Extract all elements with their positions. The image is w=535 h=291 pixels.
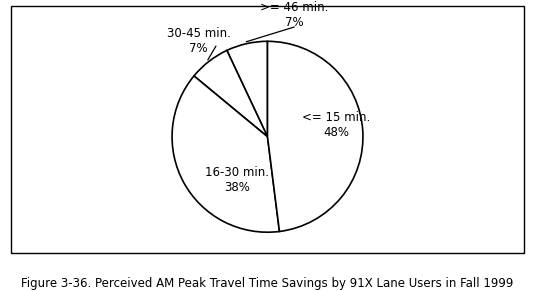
Text: 30-45 min.
7%: 30-45 min. 7% [167, 27, 231, 55]
Text: Figure 3-36. Perceived AM Peak Travel Time Savings by 91X Lane Users in Fall 199: Figure 3-36. Perceived AM Peak Travel Ti… [21, 276, 514, 290]
Wedge shape [227, 41, 268, 137]
Text: >= 46 min.
7%: >= 46 min. 7% [260, 1, 328, 29]
Text: 16-30 min.
38%: 16-30 min. 38% [205, 166, 269, 194]
Wedge shape [194, 50, 268, 137]
Wedge shape [268, 41, 363, 231]
Text: <= 15 min.
48%: <= 15 min. 48% [302, 111, 370, 139]
Wedge shape [172, 76, 279, 232]
